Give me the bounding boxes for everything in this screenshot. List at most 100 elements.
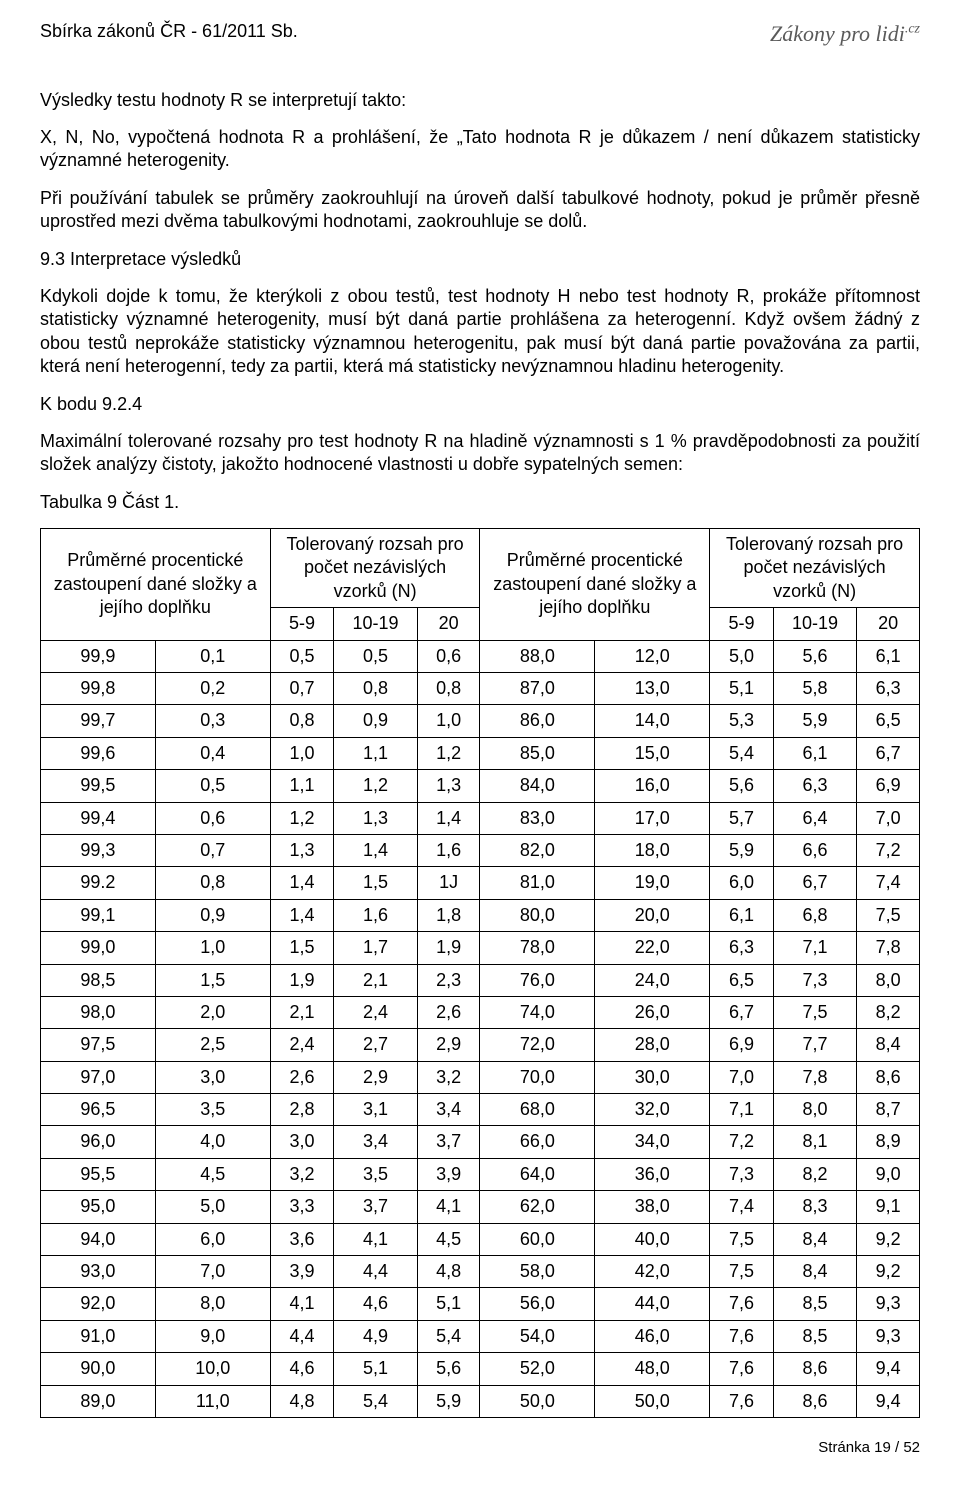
- table-row: 98,51,51,92,12,376,024,06,57,38,0: [41, 964, 920, 996]
- table-body: 99,90,10,50,50,688,012,05,05,66,199,80,2…: [41, 640, 920, 1417]
- table-cell: 0,6: [155, 802, 270, 834]
- table-cell: 8,6: [857, 1061, 920, 1093]
- table-cell: 1,4: [270, 867, 334, 899]
- table-cell: 6,8: [773, 899, 856, 931]
- table-cell: 3,5: [155, 1094, 270, 1126]
- table-row: 94,06,03,64,14,560,040,07,58,49,2: [41, 1223, 920, 1255]
- paragraph: Při používání tabulek se průměry zaokrou…: [40, 187, 920, 234]
- table-head: Průměrné procentické zastoupení dané slo…: [41, 529, 920, 641]
- table-cell: 6,4: [773, 802, 856, 834]
- table-cell: 4,1: [334, 1223, 417, 1255]
- table-cell: 6,7: [773, 867, 856, 899]
- table-cell: 3,2: [270, 1158, 334, 1190]
- col-sub-20-right: 20: [857, 608, 920, 640]
- table-row: 96,04,03,03,43,766,034,07,28,18,9: [41, 1126, 920, 1158]
- col-sub-10-19-left: 10-19: [334, 608, 417, 640]
- table-cell: 12,0: [595, 640, 710, 672]
- table-cell: 7,0: [857, 802, 920, 834]
- table-cell: 7,7: [773, 1029, 856, 1061]
- table-cell: 7,3: [773, 964, 856, 996]
- table-cell: 40,0: [595, 1223, 710, 1255]
- table-cell: 72,0: [480, 1029, 595, 1061]
- table-cell: 24,0: [595, 964, 710, 996]
- table-cell: 5,7: [710, 802, 774, 834]
- table-cell: 1,1: [334, 737, 417, 769]
- table-cell: 98,0: [41, 996, 156, 1028]
- table-cell: 8,3: [773, 1191, 856, 1223]
- table-cell: 70,0: [480, 1061, 595, 1093]
- table-cell: 4,0: [155, 1126, 270, 1158]
- table-cell: 58,0: [480, 1256, 595, 1288]
- body-text: Výsledky testu hodnoty R se interpretují…: [40, 89, 920, 514]
- table-cell: 15,0: [595, 737, 710, 769]
- table-cell: 30,0: [595, 1061, 710, 1093]
- table-cell: 78,0: [480, 932, 595, 964]
- table-cell: 42,0: [595, 1256, 710, 1288]
- logo-main: Zákony pro lidi: [770, 21, 905, 46]
- table-cell: 2,0: [155, 996, 270, 1028]
- table-cell: 7,8: [857, 932, 920, 964]
- table-cell: 2,1: [334, 964, 417, 996]
- table-row: 99,10,91,41,61,880,020,06,16,87,5: [41, 899, 920, 931]
- table-cell: 3,5: [334, 1158, 417, 1190]
- table-cell: 9,4: [857, 1353, 920, 1385]
- table-cell: 5,9: [710, 834, 774, 866]
- table-cell: 6,7: [710, 996, 774, 1028]
- table-cell: 6,0: [155, 1223, 270, 1255]
- table-cell: 90,0: [41, 1353, 156, 1385]
- table-cell: 5,3: [710, 705, 774, 737]
- table-cell: 9,0: [857, 1158, 920, 1190]
- table-cell: 5,9: [417, 1385, 480, 1417]
- table-cell: 6,9: [710, 1029, 774, 1061]
- table-cell: 0,8: [334, 673, 417, 705]
- table-cell: 56,0: [480, 1288, 595, 1320]
- table-row: 95,05,03,33,74,162,038,07,48,39,1: [41, 1191, 920, 1223]
- table-cell: 54,0: [480, 1320, 595, 1352]
- table-cell: 4,1: [417, 1191, 480, 1223]
- table-cell: 8,0: [155, 1288, 270, 1320]
- table-cell: 9,2: [857, 1223, 920, 1255]
- table-cell: 96,0: [41, 1126, 156, 1158]
- table-cell: 8,6: [773, 1353, 856, 1385]
- table-cell: 0,4: [155, 737, 270, 769]
- table-cell: 3,7: [334, 1191, 417, 1223]
- table-cell: 5,4: [710, 737, 774, 769]
- table-row: 99,50,51,11,21,384,016,05,66,36,9: [41, 770, 920, 802]
- table-cell: 8,6: [773, 1385, 856, 1417]
- table-cell: 2,6: [417, 996, 480, 1028]
- col-header-group1-right: Průměrné procentické zastoupení dané slo…: [480, 529, 710, 641]
- table-cell: 99,5: [41, 770, 156, 802]
- table-cell: 8,9: [857, 1126, 920, 1158]
- table-cell: 2,9: [417, 1029, 480, 1061]
- col-header-group2-right: Tolerovaný rozsah pro počet nezávislých …: [710, 529, 920, 608]
- table-cell: 1,3: [334, 802, 417, 834]
- table-cell: 4,5: [155, 1158, 270, 1190]
- table-cell: 7,5: [857, 899, 920, 931]
- table-cell: 8,4: [773, 1256, 856, 1288]
- table-row: 95,54,53,23,53,964,036,07,38,29,0: [41, 1158, 920, 1190]
- table-cell: 99,7: [41, 705, 156, 737]
- table-cell: 5,1: [710, 673, 774, 705]
- table-cell: 7,0: [710, 1061, 774, 1093]
- table-cell: 83,0: [480, 802, 595, 834]
- table-cell: 52,0: [480, 1353, 595, 1385]
- paragraph: Maximální tolerované rozsahy pro test ho…: [40, 430, 920, 477]
- table-cell: 1,4: [334, 834, 417, 866]
- table-cell: 99,4: [41, 802, 156, 834]
- table-row: 93,07,03,94,44,858,042,07,58,49,2: [41, 1256, 920, 1288]
- table-cell: 82,0: [480, 834, 595, 866]
- header-left-text: Sbírka zákonů ČR - 61/2011 Sb.: [40, 20, 298, 43]
- table-cell: 2,4: [270, 1029, 334, 1061]
- table-cell: 34,0: [595, 1126, 710, 1158]
- table-cell: 3,6: [270, 1223, 334, 1255]
- table-cell: 1,6: [334, 899, 417, 931]
- table-cell: 84,0: [480, 770, 595, 802]
- table-cell: 1,1: [270, 770, 334, 802]
- table-cell: 1,3: [417, 770, 480, 802]
- table-cell: 3,7: [417, 1126, 480, 1158]
- table-cell: 0,5: [334, 640, 417, 672]
- table-cell: 4,8: [270, 1385, 334, 1417]
- table-cell: 4,6: [270, 1353, 334, 1385]
- table-cell: 7,4: [710, 1191, 774, 1223]
- col-sub-5-9-left: 5-9: [270, 608, 334, 640]
